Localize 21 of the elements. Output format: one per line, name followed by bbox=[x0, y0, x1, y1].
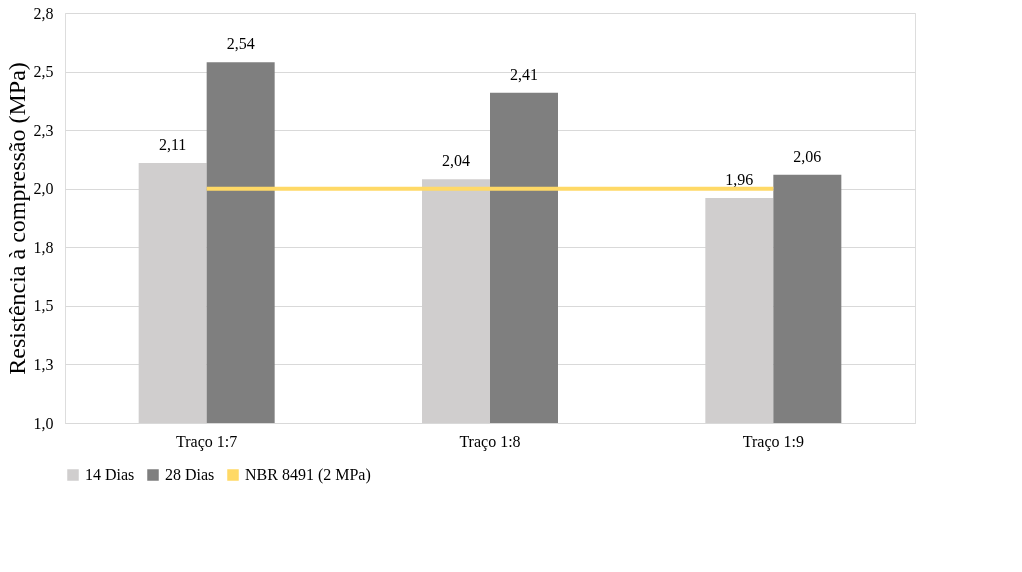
data-label: 1,96 bbox=[725, 171, 754, 189]
data-label: 2,11 bbox=[158, 135, 187, 153]
x-tick-label: Traço 1:9 bbox=[742, 432, 804, 451]
data-label: 2,04 bbox=[442, 152, 470, 170]
y-tick-label: 1,8 bbox=[33, 238, 54, 256]
x-tick-label: Traço 1:7 bbox=[176, 432, 238, 451]
y-tick-label: 1,0 bbox=[33, 414, 54, 432]
data-label: 2,06 bbox=[793, 147, 822, 165]
legend-label: NBR 8491 (2 MPa) bbox=[245, 466, 371, 484]
y-tick-label: 1,5 bbox=[33, 297, 54, 315]
legend-label: 28 Dias bbox=[165, 466, 215, 483]
y-tick-label: 1,3 bbox=[33, 355, 54, 373]
x-tick-label: Traço 1:8 bbox=[459, 432, 521, 451]
data-label: 2,41 bbox=[510, 65, 538, 83]
data-label: 2,54 bbox=[226, 35, 255, 53]
y-tick-label: 2,0 bbox=[33, 180, 54, 198]
y-axis-title: Resistência à compressão (MPa) bbox=[3, 62, 30, 375]
legend-label: 14 Dias bbox=[85, 466, 135, 483]
y-tick-label: 2,5 bbox=[33, 63, 54, 81]
y-tick-label: 2,3 bbox=[33, 121, 54, 139]
y-tick-label: 2,8 bbox=[33, 4, 54, 22]
